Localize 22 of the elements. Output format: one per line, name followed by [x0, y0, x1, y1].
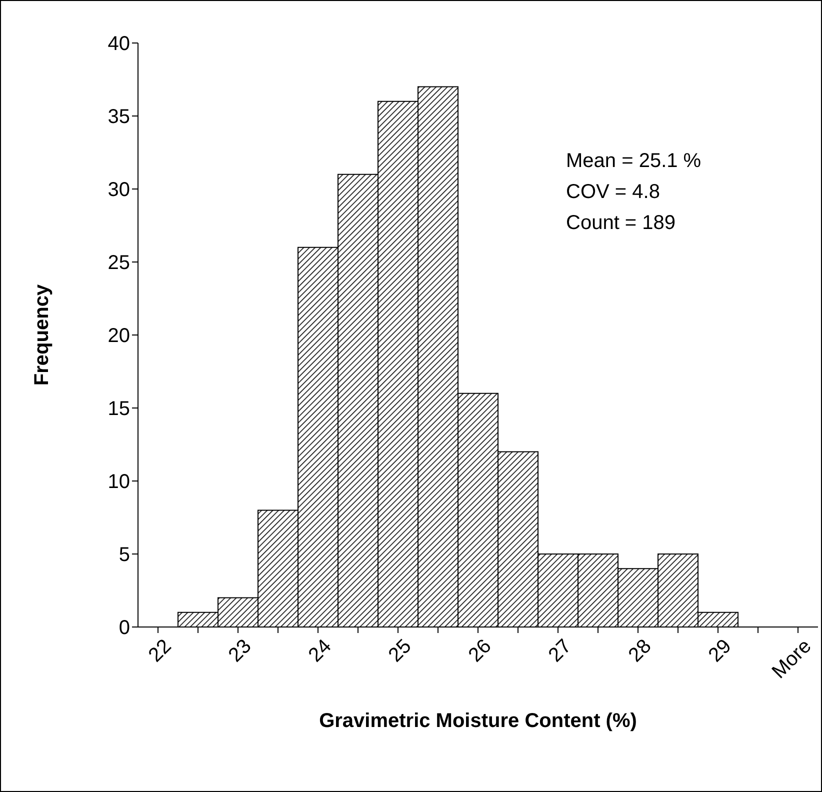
y-tick-label: 30	[108, 179, 130, 202]
x-tick-label: 28	[624, 635, 656, 667]
x-axis-title: Gravimetric Moisture Content (%)	[319, 710, 637, 732]
annotation: Mean = 25.1 %	[566, 149, 702, 174]
annotation: COV = 4.8	[566, 180, 661, 205]
y-axis-title: Frequency	[31, 284, 54, 386]
y-tick-label: 25	[108, 252, 130, 274]
x-tick-label: 23	[224, 635, 256, 667]
y-tick-label: 35	[108, 106, 130, 128]
y-tick-label: 40	[108, 33, 130, 56]
x-tick-label: 25	[384, 635, 416, 667]
x-tick-label: 26	[464, 635, 496, 667]
y-tick-label: 5	[118, 544, 130, 566]
y-tick-label: 10	[108, 471, 130, 494]
x-tick-label: 22	[144, 635, 176, 667]
x-tick-label: 24	[304, 635, 336, 667]
annotation: Count = 189	[566, 211, 677, 236]
x-tick-label: 29	[704, 635, 736, 667]
y-tick-label: 15	[108, 398, 130, 420]
y-tick-label: 20	[108, 325, 130, 348]
y-tick-label: 0	[118, 617, 130, 640]
x-tick-label: 27	[544, 635, 576, 667]
